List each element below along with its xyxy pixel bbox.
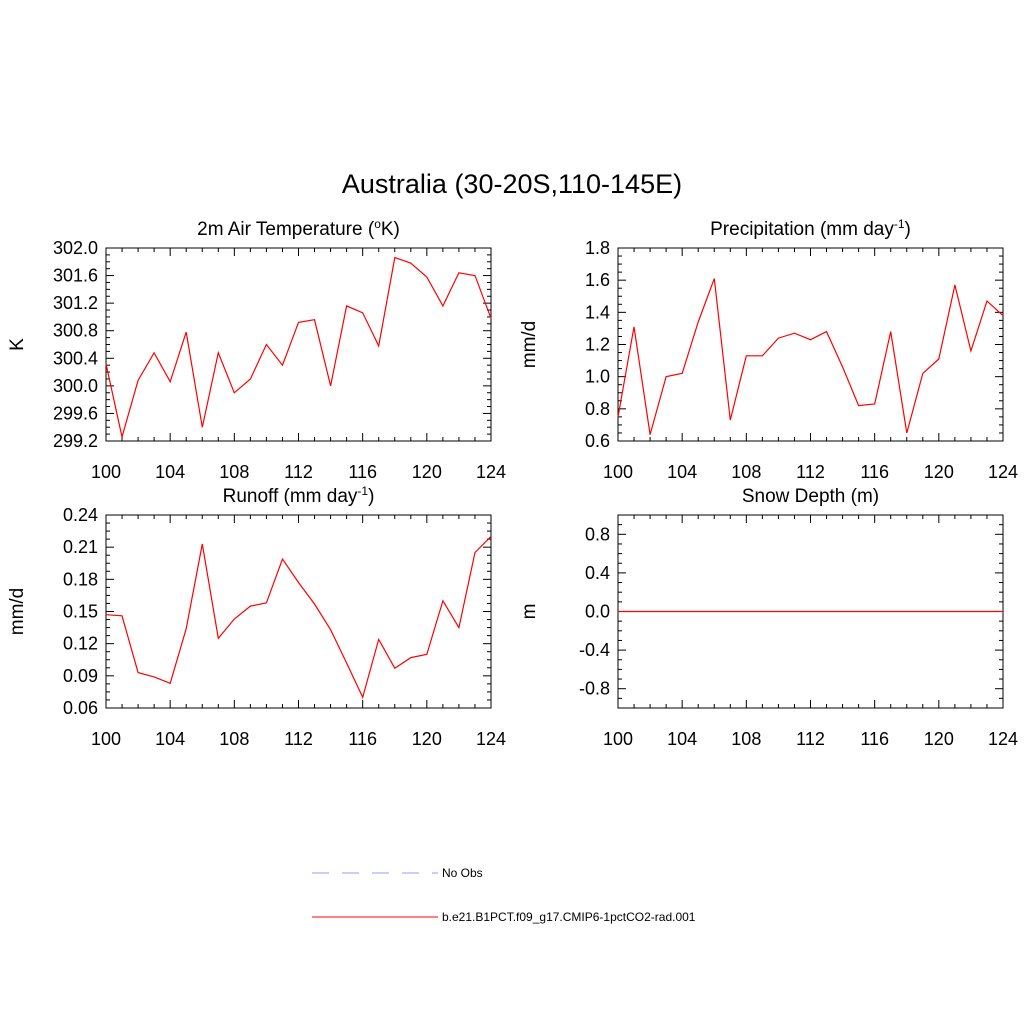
y-tick-label: 300.0: [53, 376, 98, 396]
panel-title: Precipitation (mm day-1): [710, 217, 911, 240]
plot-frame: [105, 514, 492, 709]
y-tick-label: 299.6: [53, 403, 98, 423]
x-tick-label: 120: [924, 729, 954, 749]
y-tick-label: 0.09: [63, 666, 98, 686]
y-tick-label: 1.4: [585, 302, 610, 322]
y-tick-label: 0.8: [585, 524, 610, 544]
main-title: Australia (30-20S,110-145E): [342, 169, 682, 199]
y-tick-label: 0.12: [63, 634, 98, 654]
y-tick-label: 0.06: [63, 698, 98, 718]
y-axis-label: m: [519, 604, 540, 620]
y-tick-label: 0.18: [63, 569, 98, 589]
x-tick-label: 108: [219, 462, 249, 482]
y-tick-label: 300.4: [53, 348, 98, 368]
chart-panels: 100 104 108 112 116 120 124 299.2 299.6 300.0 300.…: [7, 217, 1018, 749]
y-tick-label: 0.15: [63, 602, 98, 622]
x-tick-label: 104: [155, 462, 185, 482]
series-line: [105, 256, 492, 438]
y-tick-label: 1.0: [585, 367, 610, 387]
y-tick-label: 301.6: [53, 266, 98, 286]
y-tick-label: 0.21: [63, 537, 98, 557]
x-tick-label: 124: [476, 462, 506, 482]
y-tick-label: 1.8: [585, 238, 610, 258]
x-tick-label: 108: [219, 729, 249, 749]
panel-2: 100 104 108 112 116 120 124 0.6 0.8 1.0 1.2 1.4 1.6 1…: [519, 217, 1018, 482]
panel-title: Snow Depth (m): [742, 486, 879, 507]
series-line: [617, 278, 1004, 435]
legend-item-1: No Obs: [312, 866, 483, 880]
x-tick-label: 112: [284, 462, 313, 482]
x-tick-label: 120: [924, 462, 954, 482]
y-axis-label: K: [7, 338, 28, 351]
x-tick-label: 116: [860, 462, 889, 482]
legend: No Obs b.e21.B1PCT.f09_g17.CMIP6-1pctCO2-…: [312, 866, 696, 924]
x-tick-label: 100: [603, 462, 633, 482]
panel-title: 2m Air Temperature (oK): [197, 217, 400, 240]
plot-frame: [617, 247, 1004, 442]
legend-label: b.e21.B1PCT.f09_g17.CMIP6-1pctCO2-rad.00…: [442, 910, 696, 924]
y-tick-label: 302.0: [53, 238, 98, 258]
x-tick-label: 116: [860, 729, 889, 749]
series-line: [105, 535, 492, 700]
x-tick-label: 100: [603, 729, 633, 749]
y-tick-label: -0.4: [579, 640, 610, 660]
x-tick-label: 104: [667, 462, 697, 482]
x-tick-label: 100: [91, 729, 121, 749]
y-axis-label: mm/d: [519, 321, 540, 369]
y-tick-label: 0.0: [585, 602, 610, 622]
legend-item-2: b.e21.B1PCT.f09_g17.CMIP6-1pctCO2-rad.00…: [312, 910, 696, 924]
y-tick-label: 0.4: [585, 563, 610, 583]
panel-4: 100 104 108 112 116 120 124 -0.8 -0.4 0.0 0.4 0.8 m S…: [519, 486, 1018, 749]
x-tick-label: 120: [412, 462, 442, 482]
y-tick-label: -0.8: [579, 679, 610, 699]
y-tick-label: 300.8: [53, 321, 98, 341]
plot-frame: [105, 247, 492, 442]
x-tick-label: 104: [667, 729, 697, 749]
legend-label: No Obs: [442, 866, 483, 880]
x-tick-label: 108: [731, 462, 761, 482]
x-tick-label: 100: [91, 462, 121, 482]
y-tick-label: 0.8: [585, 399, 610, 419]
x-tick-label: 108: [731, 729, 761, 749]
panel-1: 100 104 108 112 116 120 124 299.2 299.6 300.0 300.…: [7, 217, 506, 482]
y-tick-label: 1.6: [585, 270, 610, 290]
x-tick-label: 112: [796, 729, 825, 749]
x-tick-label: 104: [155, 729, 185, 749]
y-axis-label: mm/d: [7, 588, 28, 636]
y-tick-label: 1.2: [585, 335, 610, 355]
y-tick-label: 301.2: [53, 293, 98, 313]
x-tick-label: 116: [348, 729, 377, 749]
panel-3: 100 104 108 112 116 120 124 0.06 0.09 0.12 0.15 0.1…: [7, 484, 506, 749]
panel-title: Runoff (mm day-1): [223, 484, 375, 507]
y-tick-label: 0.6: [585, 431, 610, 451]
x-tick-label: 120: [412, 729, 442, 749]
x-tick-label: 112: [796, 462, 825, 482]
x-tick-label: 116: [348, 462, 377, 482]
y-tick-label: 0.24: [63, 505, 98, 525]
x-tick-label: 124: [988, 729, 1018, 749]
x-tick-label: 124: [476, 729, 506, 749]
x-tick-label: 124: [988, 462, 1018, 482]
y-tick-label: 299.2: [53, 431, 98, 451]
x-tick-label: 112: [284, 729, 313, 749]
